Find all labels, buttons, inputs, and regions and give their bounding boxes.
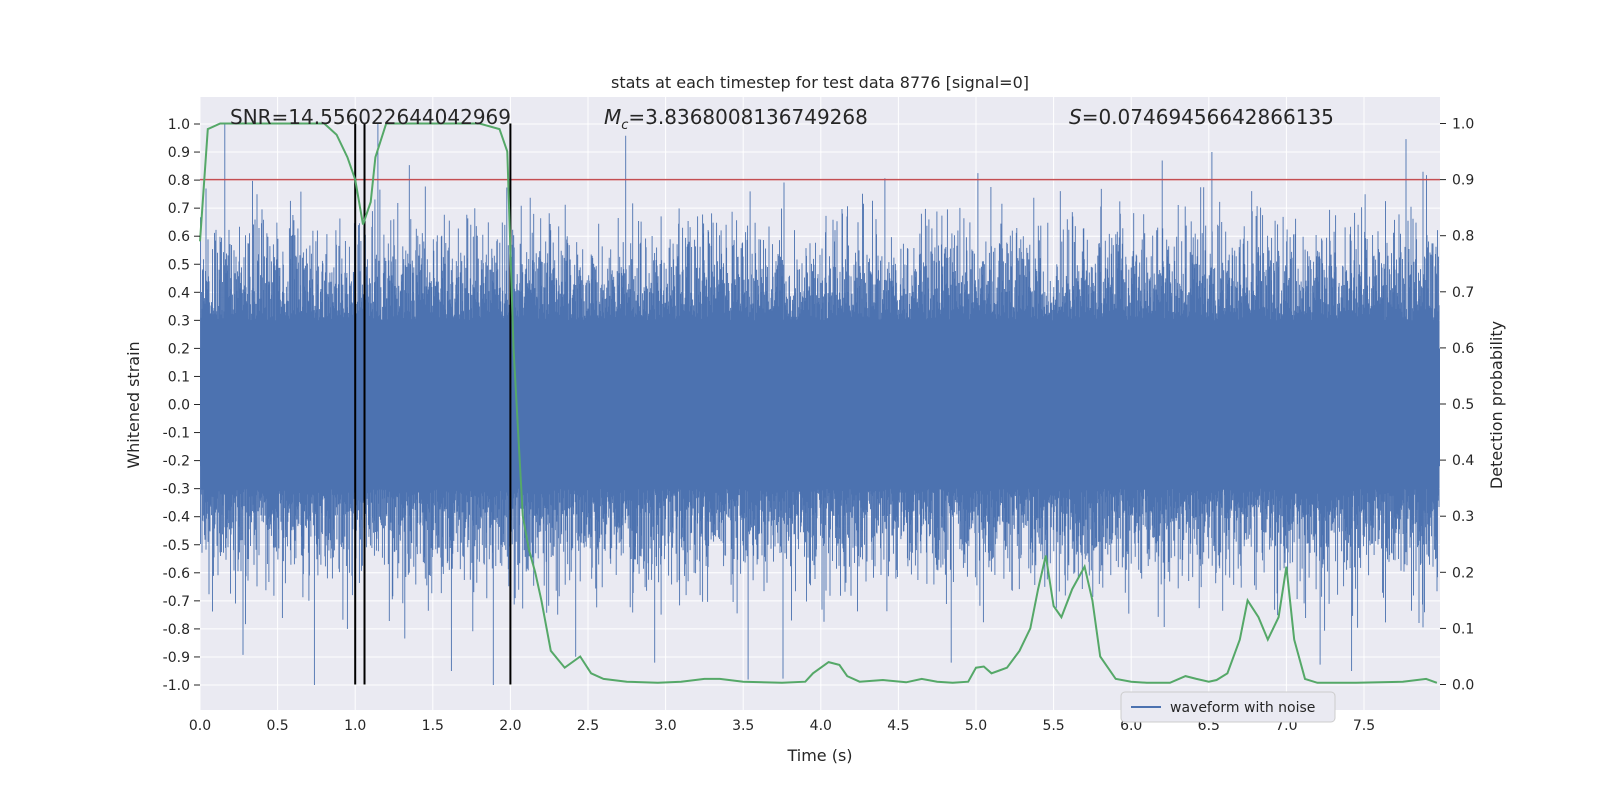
left-y-tick-label: -0.1 — [163, 426, 190, 442]
left-y-tick-label: 0.4 — [168, 285, 190, 301]
x-tick-label: 5.5 — [1042, 718, 1064, 734]
left-y-tick-label: 0.6 — [168, 229, 190, 245]
x-tick-label: 1.5 — [422, 718, 444, 734]
s-value: =0.07469456642866135 — [1082, 105, 1334, 129]
legend-box — [1120, 691, 1336, 723]
right-y-tick-label: 0.7 — [1452, 285, 1474, 301]
s-symbol: S — [1069, 105, 1082, 129]
right-y-tick-label: 0.8 — [1452, 229, 1474, 245]
left-y-tick-label: 0.1 — [168, 369, 190, 385]
detection-probability-line — [199, 122, 1438, 684]
left-y-tick-label: -0.7 — [163, 594, 190, 610]
chirp-mass-annotation: Mc=3.8368008136749268 — [604, 105, 868, 133]
x-tick-label: 2.0 — [499, 718, 521, 734]
mc-subscript: c — [621, 118, 628, 133]
x-tick-label: 4.5 — [887, 718, 909, 734]
x-tick-label: 0.5 — [266, 718, 288, 734]
right-y-tick-label: 0.3 — [1452, 509, 1474, 525]
left-y-tick-label: 0.9 — [168, 145, 190, 161]
right-y-tick-label: 0.9 — [1452, 173, 1474, 189]
right-y-tick-label: 0.0 — [1452, 678, 1474, 694]
left-y-tick-labels: 1.0 0.9 0.8 0.7 0.6 0.5 0.4 0.3 0.2 0.1 0.0 -0.1 -0.… — [163, 117, 200, 694]
s-annotation: S=0.07469456642866135 — [1069, 105, 1334, 129]
right-y-tick-label: 0.2 — [1452, 565, 1474, 581]
left-y-tick-label: -0.9 — [163, 650, 190, 666]
left-y-tick-label: -0.5 — [163, 538, 190, 554]
left-y-tick-label: -0.4 — [163, 510, 190, 526]
mc-value: =3.8368008136749268 — [628, 105, 867, 129]
left-y-tick-label: 1.0 — [168, 117, 190, 133]
left-y-tick-label: 0.2 — [168, 341, 190, 357]
left-y-tick-label: 0.0 — [168, 398, 190, 414]
left-y-tick-label: -1.0 — [163, 678, 190, 694]
left-y-tick-label: -0.8 — [163, 622, 190, 638]
chart-title: stats at each timestep for test data 877… — [611, 73, 1029, 92]
right-y-tick-label: 0.6 — [1452, 341, 1474, 357]
x-tick-label: 3.5 — [732, 718, 754, 734]
x-tick-label: 0.0 — [189, 718, 211, 734]
right-y-tick-label: 1.0 — [1452, 117, 1474, 133]
left-y-tick-label: -0.6 — [163, 566, 190, 582]
x-tick-label: 7.5 — [1353, 718, 1375, 734]
right-y-tick-labels: 1.0 0.9 0.8 0.7 0.6 0.5 0.4 0.3 0.2 0.1 0.0 — [1440, 117, 1474, 694]
left-y-tick-label: -0.3 — [163, 482, 190, 498]
legend-label: waveform with noise — [1170, 700, 1315, 716]
left-y-tick-label: 0.3 — [168, 313, 190, 329]
x-tick-label: 3.0 — [654, 718, 676, 734]
x-tick-label: 1.0 — [344, 718, 366, 734]
right-y-tick-label: 0.1 — [1452, 621, 1474, 637]
right-y-axis-label: Detection probability — [1487, 321, 1506, 489]
right-y-tick-label: 0.5 — [1452, 397, 1474, 413]
snr-annotation: SNR=14.556022644042969 — [230, 105, 511, 129]
x-tick-label: 4.0 — [810, 718, 832, 734]
x-tick-label: 2.5 — [577, 718, 599, 734]
x-tick-label: 5.0 — [965, 718, 987, 734]
mc-symbol: M — [604, 105, 621, 129]
left-y-axis-label: Whitened strain — [124, 341, 143, 468]
legend: waveform with noise — [1120, 691, 1336, 723]
waveform-core — [200, 348, 1440, 467]
left-y-tick-label: 0.5 — [168, 257, 190, 273]
x-axis-label: Time (s) — [786, 746, 852, 765]
x-tick-labels: 0.0 0.5 1.0 1.5 2.0 2.5 3.0 3.5 4.0 4.5 5.0 5.5 6.0 6… — [189, 718, 1375, 734]
waveform-series — [200, 124, 1440, 685]
right-y-tick-label: 0.4 — [1452, 453, 1474, 469]
left-y-tick-label: 0.8 — [168, 173, 190, 189]
left-y-tick-label: 0.7 — [168, 201, 190, 217]
left-y-tick-label: -0.2 — [163, 454, 190, 470]
